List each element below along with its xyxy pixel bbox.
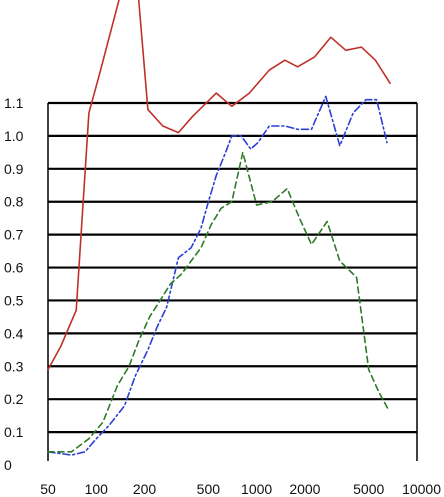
- x-tick-label: 100: [85, 481, 109, 497]
- y-tick-label: 0.9: [4, 161, 24, 177]
- x-axis-tick-labels: 50 100 200 500 1000 2000 5000 10000: [40, 481, 441, 497]
- y-tick-label: 0.7: [4, 227, 24, 243]
- grid: [47, 101, 418, 461]
- y-tick-label: 0.4: [4, 325, 24, 341]
- series-line-1: [47, 0, 391, 371]
- y-tick-label: 1.0: [4, 128, 24, 144]
- x-tick-label: 200: [133, 481, 157, 497]
- x-tick-label: 5000: [353, 481, 384, 497]
- x-tick-label: 2000: [289, 481, 320, 497]
- series-line-2: [47, 95, 388, 456]
- y-tick-label: 0: [4, 457, 12, 473]
- y-tick-label: 0.3: [4, 358, 24, 374]
- y-tick-label: 0.6: [4, 260, 24, 276]
- series-lines: [47, 0, 391, 456]
- y-tick-label: 0.8: [4, 194, 24, 210]
- series-line-3: [47, 151, 389, 453]
- y-tick-label: 0.1: [4, 424, 24, 440]
- x-tick-label: 1000: [241, 481, 272, 497]
- x-tick-label: 50: [40, 481, 56, 497]
- x-tick-label: 500: [197, 481, 221, 497]
- x-tick-label: 10000: [402, 481, 441, 497]
- y-tick-label: 0.5: [4, 292, 24, 308]
- y-axis-tick-labels: 0 0.1 0.2 0.3 0.4 0.5 0.6 0.7 0.8 0.9 1.0 1.1: [4, 95, 24, 473]
- y-tick-label: 1.1: [4, 95, 24, 111]
- y-tick-label: 0.2: [4, 391, 24, 407]
